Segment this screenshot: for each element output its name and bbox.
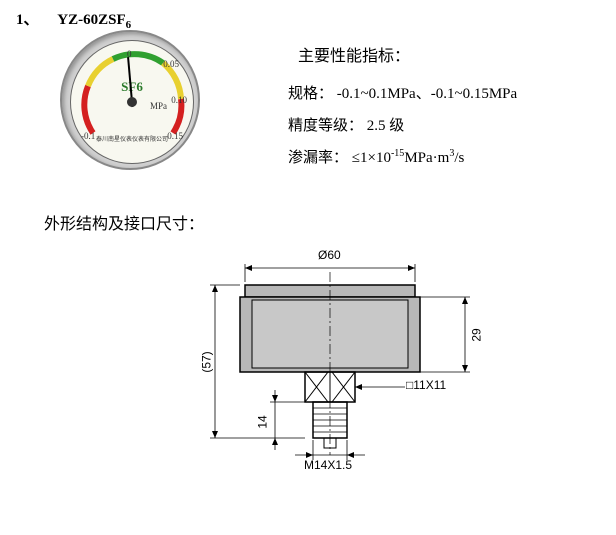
product-header: 1、 YZ-60ZSF6 xyxy=(16,8,131,31)
dim-h29: 29 xyxy=(470,328,484,341)
spec3-pre: ≤1×10 xyxy=(352,150,391,166)
spec3-label: 渗漏率： xyxy=(288,150,348,166)
scale-015: 0.15 xyxy=(167,131,183,141)
scale-005: 0.05 xyxy=(163,59,179,69)
gauge-unit: MPa xyxy=(150,101,167,111)
scale-neg01: -0.1 xyxy=(81,131,95,141)
dim-thread: M14X1.5 xyxy=(304,458,352,472)
dim-sq11: □11X11 xyxy=(406,378,446,392)
scale-010: 0.10 xyxy=(171,95,187,105)
technical-drawing: Ø60 29 (57) 14 □11X11 M14X1.5 xyxy=(170,250,570,530)
gauge-brand: 泰川南星仪表仪表有限公司 xyxy=(96,134,168,143)
dim-d60: Ø60 xyxy=(318,248,341,262)
gauge-bezel: -0.1 0 0.05 0.10 0.15 SF6 MPa 泰川南星仪表仪表有限… xyxy=(60,30,200,170)
spec2-label: 精度等级： xyxy=(288,118,363,134)
spec3-sup1: -15 xyxy=(391,148,404,159)
specs-title: 主要性能指标： xyxy=(298,42,410,66)
spec-line-1: 规格： -0.1~0.1MPa、-0.1~0.15MPa xyxy=(288,82,517,103)
spec1-value: -0.1~0.1MPa、-0.1~0.15MPa xyxy=(337,86,517,102)
dimensions-title: 外形结构及接口尺寸： xyxy=(44,210,204,234)
model-name: YZ-60ZSF xyxy=(57,12,125,28)
spec1-label: 规格： xyxy=(288,86,333,102)
spec3-end: /s xyxy=(454,150,464,166)
spec2-value: 2.5 级 xyxy=(367,118,405,134)
dim-h57: (57) xyxy=(200,351,214,372)
drawing-svg xyxy=(170,250,570,530)
item-index: 1、 xyxy=(16,12,39,28)
spec-line-2: 精度等级： 2.5 级 xyxy=(288,114,404,135)
gauge-image: -0.1 0 0.05 0.10 0.15 SF6 MPa 泰川南星仪表仪表有限… xyxy=(60,30,200,170)
gauge-hub xyxy=(127,97,137,107)
spec-line-3: 渗漏率： ≤1×10-15MPa·m3/s xyxy=(288,146,464,167)
dim-h14: 14 xyxy=(256,415,270,428)
spec3-post: MPa·m xyxy=(404,150,449,166)
gauge-dial: -0.1 0 0.05 0.10 0.15 SF6 MPa 泰川南星仪表仪表有限… xyxy=(70,40,194,164)
